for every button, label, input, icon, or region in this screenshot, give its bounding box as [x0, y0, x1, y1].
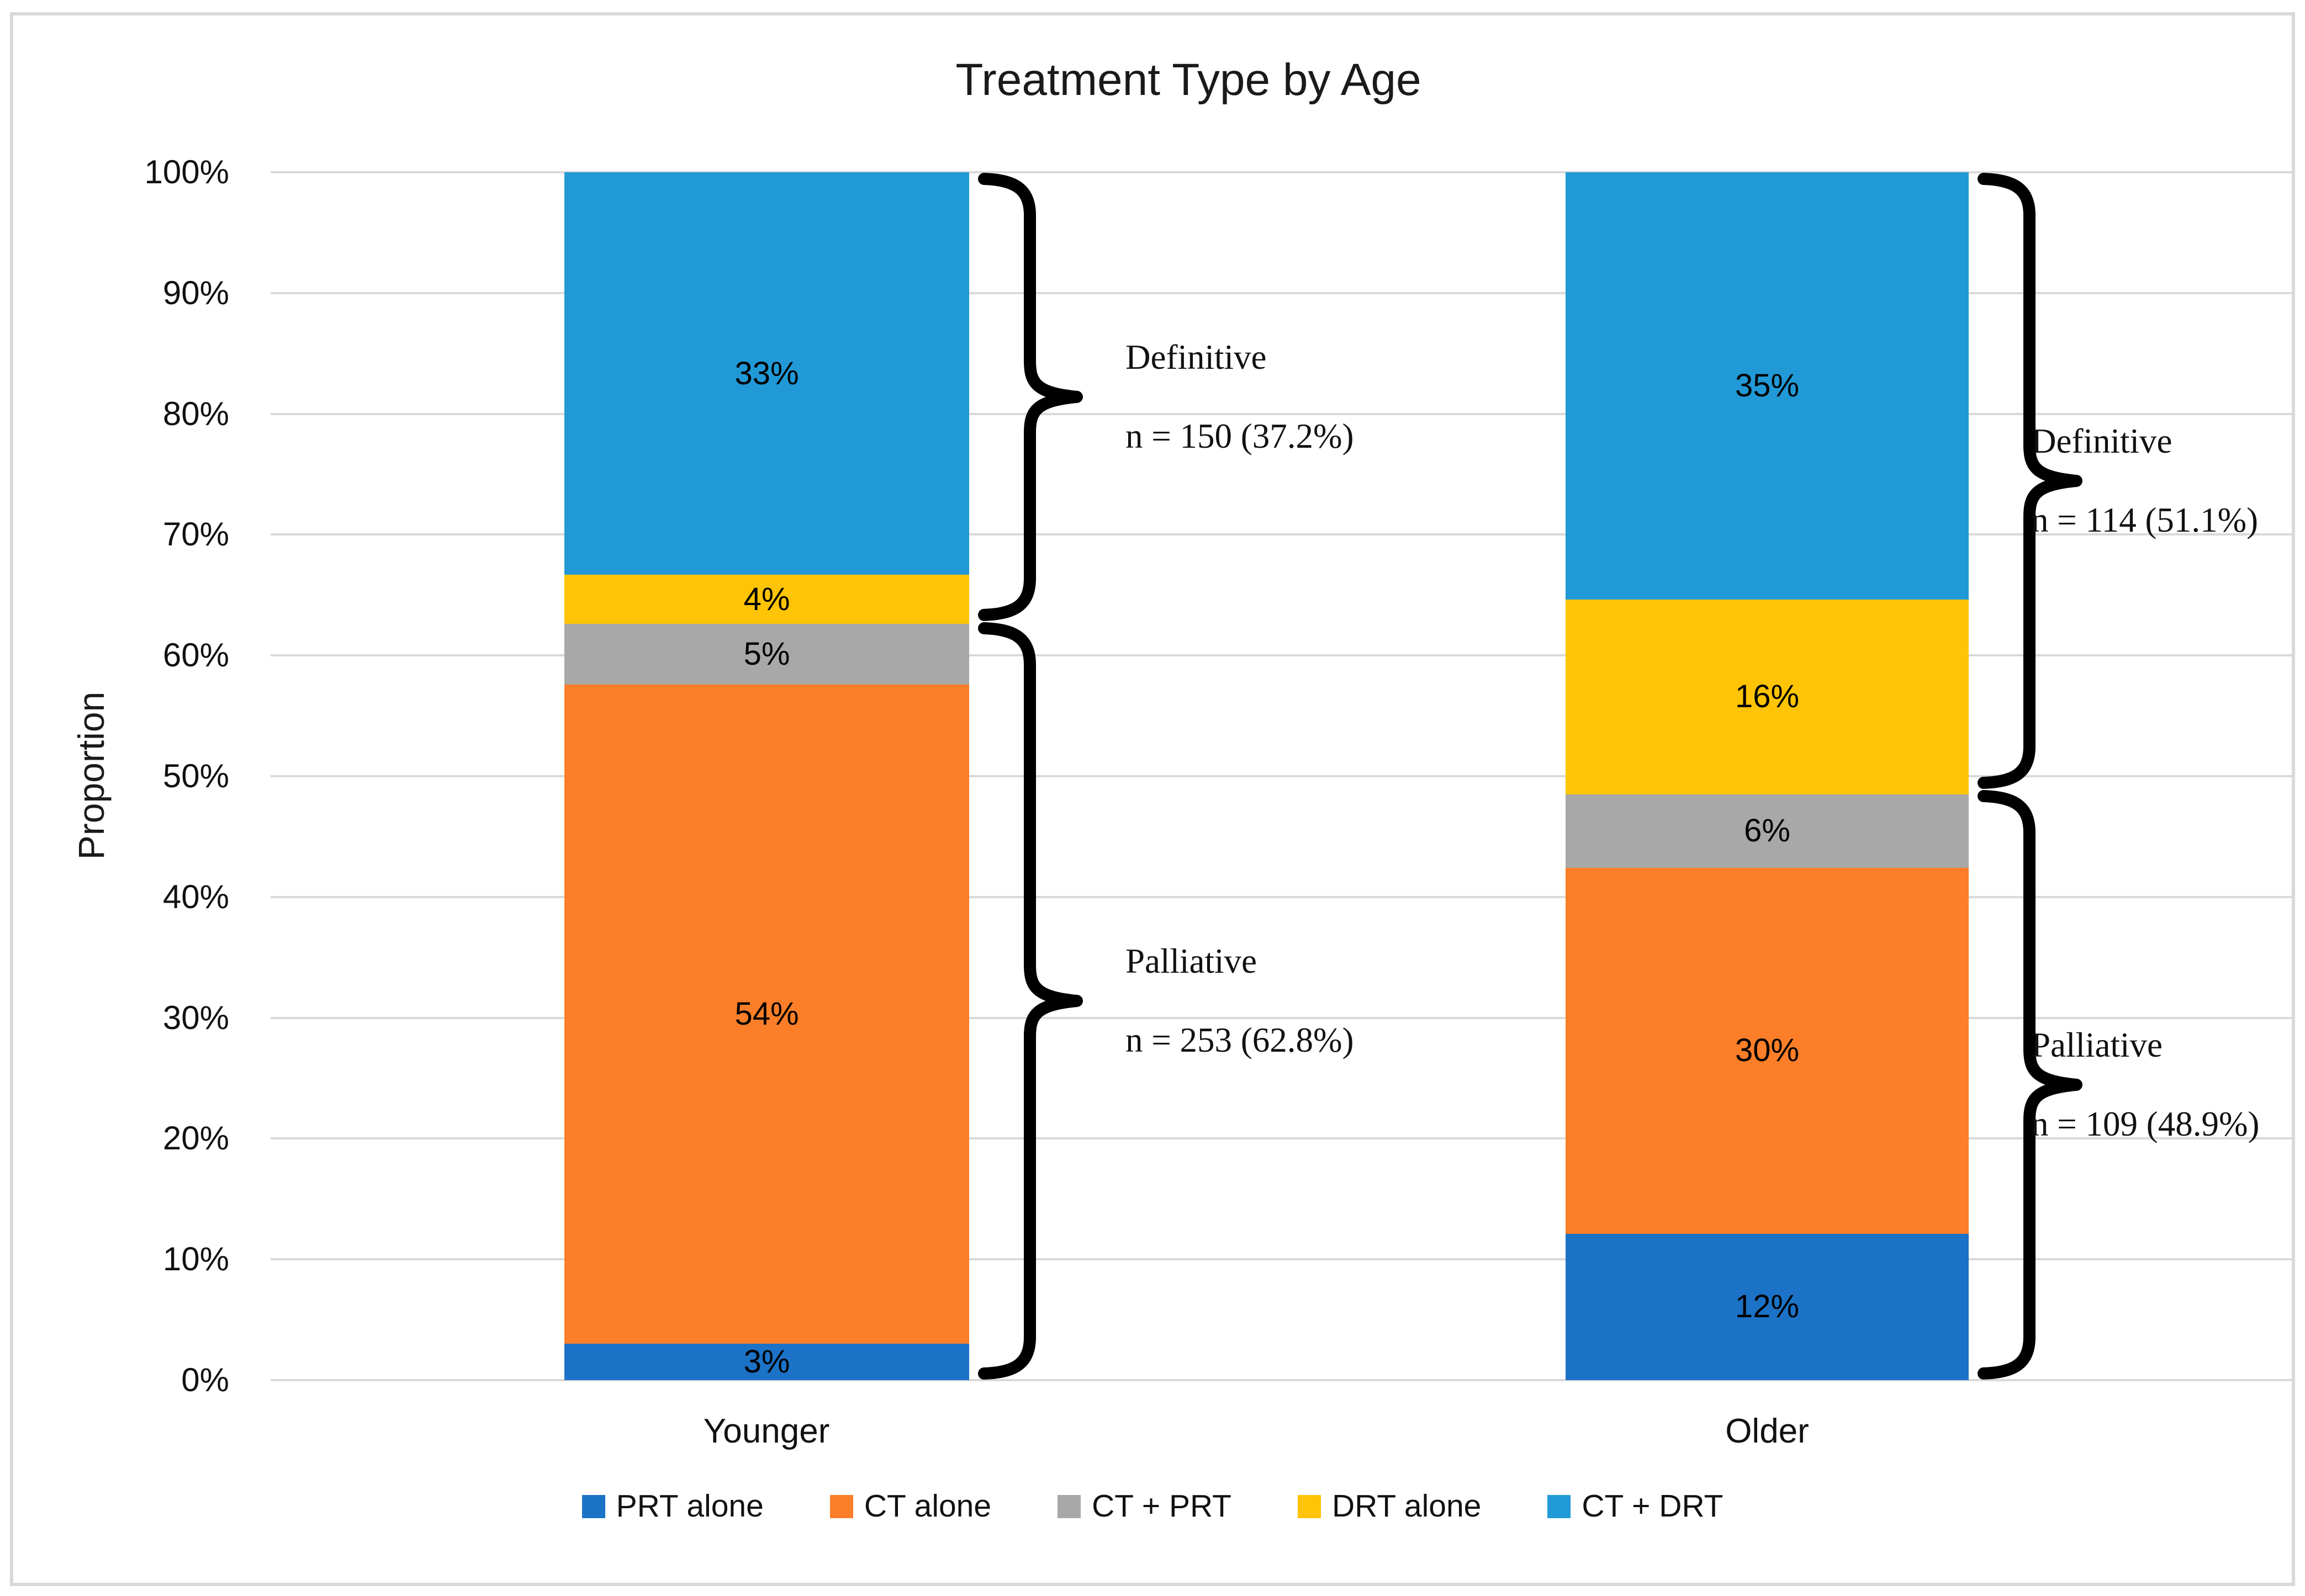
y-tick-label: 50%: [162, 757, 229, 794]
annotation-text: Definitive n = 150 (37.2%): [1125, 340, 1354, 454]
gridline: [271, 291, 2292, 294]
legend-item-drt-alone: DRT alone: [1297, 1488, 1482, 1524]
segment-value-label: 35%: [1735, 367, 1800, 404]
bar-segment-ct-alone: 54%: [564, 685, 969, 1344]
chart-title: Treatment Type by Age: [955, 55, 1421, 105]
bar-segment-ct-drt: 35%: [1566, 172, 1969, 600]
segment-value-label: 30%: [1735, 1032, 1800, 1069]
bar-segment-ct-prt: 5%: [564, 623, 969, 685]
bar-segment-prt-alone: 3%: [564, 1343, 969, 1380]
annotation-younger-palliative: Palliative n = 253 (62.8%): [977, 622, 1563, 1380]
gridline: [271, 171, 2292, 173]
annotation-older-palliative: Palliative n = 109 (48.9%): [1977, 789, 2295, 1380]
y-tick-label: 0%: [181, 1361, 229, 1398]
y-tick-label: 80%: [162, 395, 229, 432]
x-category-label-older: Older: [1725, 1412, 1809, 1450]
annotation-group-label: Palliative: [1125, 941, 1257, 980]
bar-younger: 33% 4% 5% 54% 3%: [564, 172, 969, 1380]
gridline: [271, 1379, 2292, 1381]
annotation-group-label: Definitive: [1125, 337, 1267, 377]
bar-segment-prt-alone: 12%: [1566, 1233, 1969, 1380]
legend-label: CT + DRT: [1582, 1488, 1724, 1524]
gridline: [271, 1258, 2292, 1261]
y-tick-label: 20%: [162, 1120, 229, 1157]
y-tick-label: 30%: [162, 999, 229, 1036]
gridline: [271, 654, 2292, 657]
gridline: [271, 1137, 2292, 1140]
bar-segment-ct-prt: 6%: [1566, 794, 1969, 868]
legend-label: CT + PRT: [1092, 1488, 1231, 1524]
bar-segment-ct-drt: 33%: [564, 172, 969, 575]
annotation-group-label: Palliative: [2031, 1026, 2163, 1065]
legend-item-ct-alone: CT alone: [829, 1488, 992, 1524]
gridline: [271, 533, 2292, 536]
plot-area: 0% 10% 20% 30% 40% 50% 60% 70% 80% 90% 1…: [145, 156, 2295, 1449]
legend-swatch-drt-alone: [1297, 1494, 1321, 1518]
y-tick-label: 40%: [162, 878, 229, 915]
legend-swatch-ct-alone: [829, 1494, 853, 1518]
segment-value-label: 6%: [1744, 813, 1790, 849]
y-tick-label: 60%: [162, 637, 229, 674]
legend-swatch-ct-drt: [1547, 1494, 1571, 1518]
bar-segment-drt-alone: 4%: [564, 575, 969, 624]
y-tick-label: 70%: [162, 516, 229, 553]
curly-brace-icon: [978, 172, 1083, 621]
curly-brace-icon: [1978, 173, 2082, 789]
legend-swatch-ct-prt: [1058, 1494, 1081, 1518]
annotation-group-label: Definitive: [2031, 422, 2172, 461]
bar-older: 35% 16% 6% 30% 12%: [1566, 172, 1969, 1380]
curly-brace-icon: [978, 622, 1083, 1380]
gridline: [271, 1016, 2292, 1019]
annotation-older-definitive: Definitive n = 114 (51.1%): [1977, 172, 2295, 789]
legend-item-prt-alone: PRT alone: [581, 1488, 764, 1524]
x-category-label-younger: Younger: [703, 1412, 830, 1450]
segment-value-label: 33%: [734, 355, 799, 391]
gridline: [271, 895, 2292, 898]
y-tick-label: 100%: [144, 153, 229, 190]
segment-value-label: 4%: [743, 581, 790, 617]
curly-brace-icon: [1978, 790, 2082, 1380]
legend-item-ct-prt: CT + PRT: [1058, 1491, 1231, 1522]
annotation-count-label: n = 114 (51.1%): [2031, 501, 2259, 540]
y-tick-label: 90%: [162, 274, 229, 311]
bar-segment-drt-alone: 16%: [1566, 599, 1969, 795]
gridline: [271, 775, 2292, 777]
legend-item-ct-drt: CT + DRT: [1547, 1491, 1723, 1522]
legend-label: PRT alone: [616, 1488, 764, 1524]
legend-label: DRT alone: [1331, 1488, 1482, 1524]
bar-segment-ct-alone: 30%: [1566, 867, 1969, 1234]
annotation-count-label: n = 109 (48.9%): [2031, 1105, 2260, 1144]
annotation-count-label: n = 253 (62.8%): [1125, 1020, 1354, 1059]
annotation-text: Definitive n = 114 (51.1%): [2031, 424, 2258, 538]
gridline: [271, 412, 2292, 415]
segment-value-label: 12%: [1735, 1289, 1800, 1325]
annotation-count-label: n = 150 (37.2%): [1125, 416, 1354, 455]
annotation-text: Palliative n = 109 (48.9%): [2031, 1028, 2259, 1142]
annotation-younger-definitive: Definitive n = 150 (37.2%): [977, 172, 1563, 622]
segment-value-label: 54%: [734, 995, 799, 1032]
segment-value-label: 5%: [743, 635, 790, 672]
y-tick-label: 10%: [162, 1240, 229, 1278]
segment-value-label: 3%: [743, 1343, 790, 1380]
segment-value-label: 16%: [1735, 678, 1800, 715]
legend: PRT alone CT alone CT + PRT DRT alone CT…: [0, 1491, 2305, 1522]
legend-label: CT alone: [864, 1488, 992, 1524]
legend-swatch-prt-alone: [581, 1494, 605, 1518]
annotation-text: Palliative n = 253 (62.8%): [1125, 941, 1354, 1059]
